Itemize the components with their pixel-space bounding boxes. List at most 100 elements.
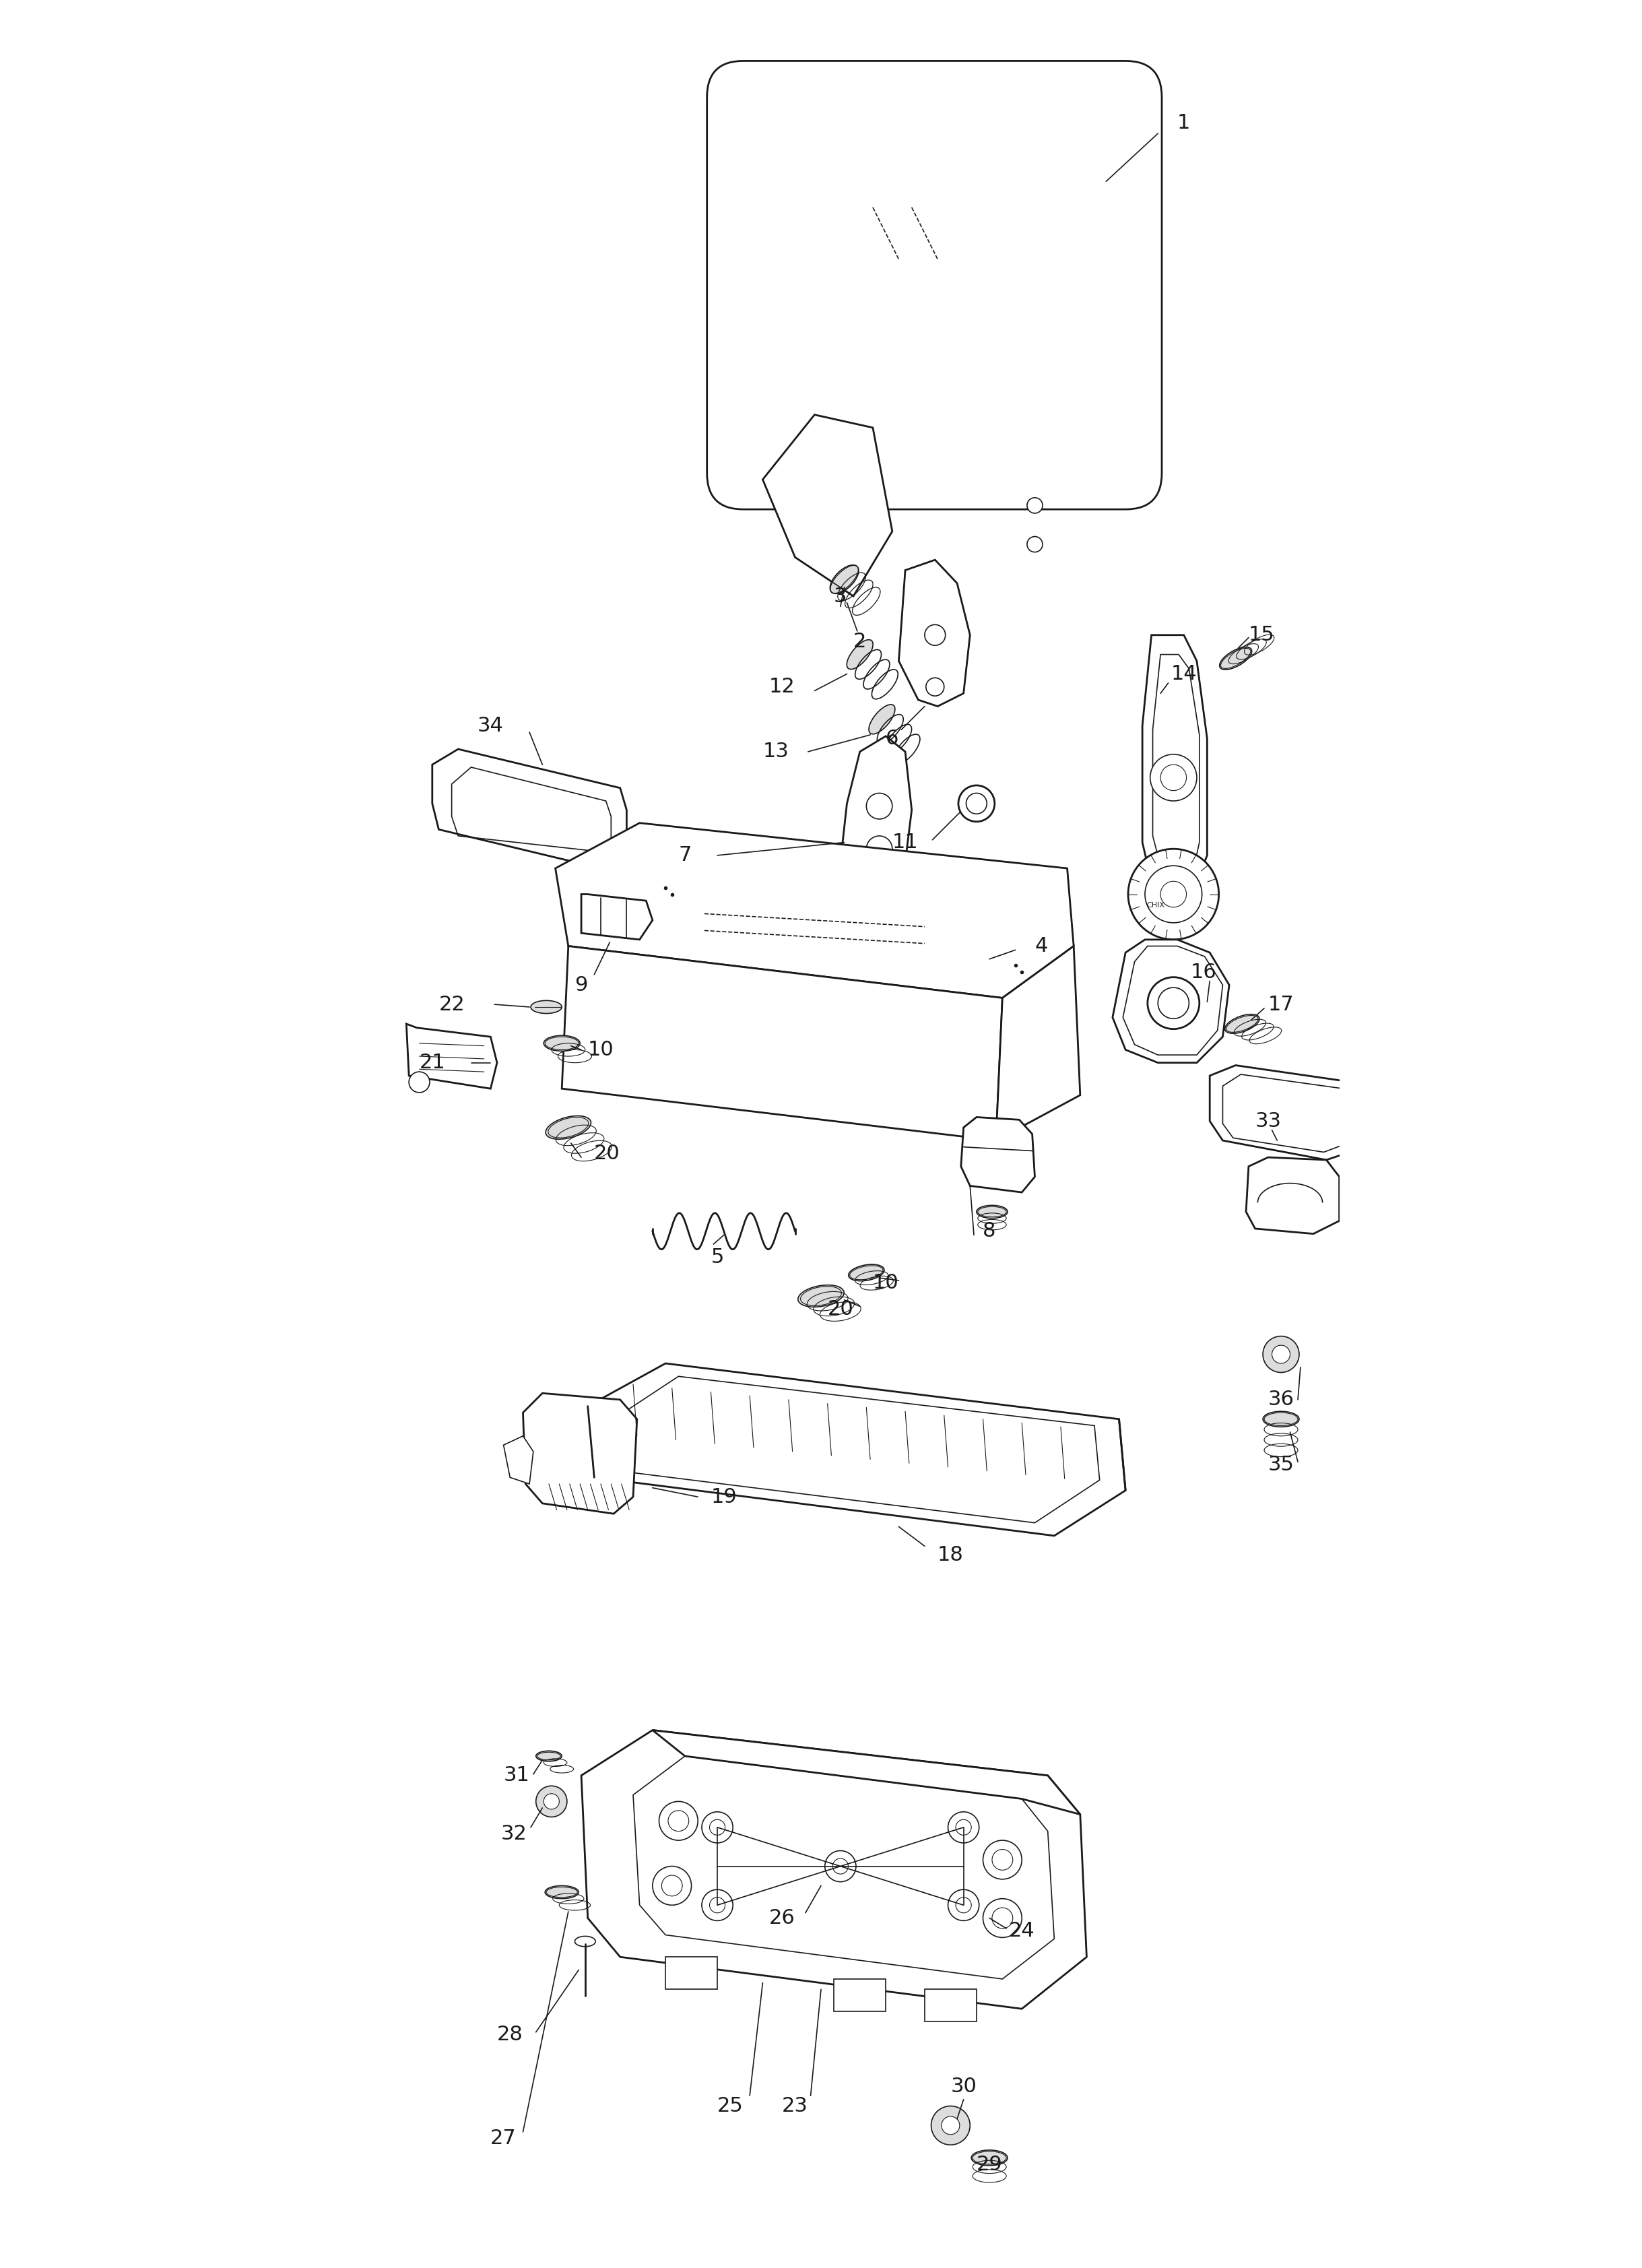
Ellipse shape	[924, 624, 946, 646]
Ellipse shape	[535, 1751, 562, 1762]
Polygon shape	[997, 946, 1080, 1141]
Polygon shape	[614, 1377, 1100, 1522]
Ellipse shape	[867, 837, 892, 862]
Ellipse shape	[530, 1000, 562, 1014]
Ellipse shape	[701, 1889, 732, 1921]
Polygon shape	[841, 737, 911, 882]
Ellipse shape	[992, 1907, 1013, 1928]
Ellipse shape	[867, 794, 892, 819]
Polygon shape	[898, 560, 970, 705]
Ellipse shape	[1149, 755, 1197, 801]
Polygon shape	[588, 1363, 1125, 1535]
Ellipse shape	[409, 1073, 430, 1093]
Text: 27: 27	[491, 2130, 517, 2148]
Text: 3: 3	[834, 587, 847, 606]
Text: 15: 15	[1248, 626, 1274, 644]
Ellipse shape	[1026, 497, 1043, 513]
Text: CHIX: CHIX	[1146, 903, 1164, 909]
Ellipse shape	[709, 1819, 726, 1835]
Ellipse shape	[1220, 646, 1251, 669]
Text: 18: 18	[938, 1545, 964, 1565]
Ellipse shape	[1128, 848, 1218, 939]
Ellipse shape	[1158, 987, 1189, 1018]
Polygon shape	[1246, 1157, 1340, 1234]
Ellipse shape	[959, 785, 995, 821]
Text: 13: 13	[762, 742, 788, 762]
Ellipse shape	[829, 565, 859, 594]
Text: 28: 28	[498, 2025, 524, 2043]
Ellipse shape	[956, 1898, 972, 1912]
Polygon shape	[665, 1957, 718, 1989]
Ellipse shape	[535, 1785, 566, 1817]
Text: 10: 10	[874, 1272, 898, 1293]
Polygon shape	[1210, 1066, 1365, 1159]
Ellipse shape	[965, 794, 987, 814]
Text: 6: 6	[885, 728, 898, 748]
Ellipse shape	[947, 1889, 979, 1921]
Text: 25: 25	[718, 2096, 744, 2116]
Text: 20: 20	[828, 1300, 854, 1318]
Ellipse shape	[544, 1036, 580, 1050]
Text: 20: 20	[594, 1143, 621, 1163]
Polygon shape	[432, 748, 627, 869]
Polygon shape	[834, 1980, 885, 2012]
Text: 21: 21	[419, 1052, 445, 1073]
Polygon shape	[522, 1393, 637, 1513]
Polygon shape	[924, 1989, 977, 2021]
Text: 9: 9	[575, 975, 588, 996]
Polygon shape	[406, 1023, 498, 1089]
Text: 1: 1	[1177, 113, 1190, 134]
Text: 29: 29	[977, 2155, 1003, 2175]
Ellipse shape	[972, 2150, 1008, 2166]
Polygon shape	[762, 415, 892, 596]
Text: 26: 26	[768, 1907, 795, 1928]
Polygon shape	[1143, 635, 1207, 894]
Ellipse shape	[652, 1867, 691, 1905]
Ellipse shape	[977, 1204, 1008, 1218]
Ellipse shape	[1225, 1014, 1259, 1034]
Ellipse shape	[1273, 1345, 1291, 1363]
Text: 24: 24	[1008, 1921, 1034, 1941]
Ellipse shape	[1161, 882, 1187, 907]
Polygon shape	[961, 1118, 1034, 1193]
Ellipse shape	[956, 1819, 972, 1835]
Ellipse shape	[931, 2107, 970, 2146]
Ellipse shape	[824, 1851, 855, 1882]
Ellipse shape	[1263, 1336, 1299, 1372]
Text: 32: 32	[501, 1823, 527, 1844]
Ellipse shape	[668, 1810, 690, 1830]
Text: 10: 10	[588, 1041, 614, 1059]
Ellipse shape	[941, 2116, 959, 2134]
Ellipse shape	[992, 1848, 1013, 1871]
Ellipse shape	[709, 1898, 726, 1912]
Text: 5: 5	[711, 1247, 724, 1268]
Polygon shape	[555, 823, 1074, 998]
Text: 34: 34	[478, 717, 504, 735]
Ellipse shape	[869, 705, 895, 735]
Polygon shape	[634, 1755, 1054, 1980]
Ellipse shape	[984, 1839, 1021, 1880]
Ellipse shape	[575, 1937, 596, 1946]
Polygon shape	[1113, 939, 1230, 1064]
Ellipse shape	[1026, 538, 1043, 551]
Polygon shape	[652, 1730, 1080, 1814]
Text: 11: 11	[892, 832, 918, 853]
FancyBboxPatch shape	[708, 61, 1163, 510]
Ellipse shape	[1148, 978, 1199, 1030]
Ellipse shape	[798, 1286, 844, 1306]
Text: 33: 33	[1254, 1111, 1281, 1132]
Text: 23: 23	[782, 2096, 808, 2116]
Ellipse shape	[926, 678, 944, 696]
Ellipse shape	[658, 1801, 698, 1839]
Polygon shape	[581, 1730, 1087, 2009]
Text: 12: 12	[768, 678, 795, 696]
Text: 19: 19	[711, 1488, 737, 1506]
Ellipse shape	[847, 640, 874, 669]
Text: 22: 22	[438, 996, 465, 1014]
Ellipse shape	[701, 1812, 732, 1844]
Polygon shape	[562, 946, 1002, 1141]
Text: 8: 8	[984, 1222, 997, 1241]
Text: 2: 2	[854, 633, 867, 651]
Text: 4: 4	[1034, 937, 1048, 955]
Text: 14: 14	[1171, 665, 1197, 683]
